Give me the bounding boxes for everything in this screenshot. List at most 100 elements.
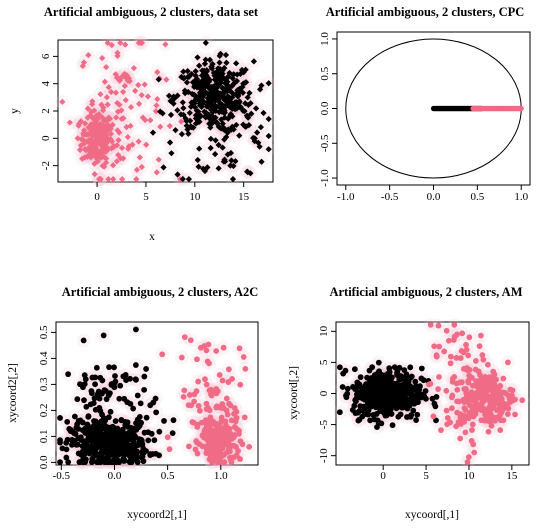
data-point: [490, 368, 497, 375]
data-point: [407, 364, 414, 371]
data-point: [105, 176, 112, 183]
data-point: [485, 415, 492, 421]
data-point: [391, 364, 398, 371]
y-tick-label: -2: [40, 161, 52, 170]
x-tick-label: 0.5: [161, 470, 175, 482]
data-point: [113, 442, 120, 449]
data-point: [472, 403, 479, 410]
data-point: [197, 344, 204, 351]
data-point: [118, 417, 125, 424]
data-point: [130, 64, 138, 72]
data-point: [232, 418, 239, 425]
data-point: [166, 122, 173, 130]
data-point: [443, 407, 450, 414]
data-point: [186, 392, 193, 398]
data-point: [430, 413, 437, 420]
data-point: [429, 395, 436, 402]
data-point: [468, 389, 475, 396]
data-point: [218, 116, 225, 123]
ticks-layer: -1.0 -0.5 0.0 0.5 1.0-1.0-0.50.00.51.0: [319, 32, 529, 203]
data-point: [343, 392, 349, 399]
data-point: [362, 389, 369, 396]
y-tick-label: 0.0: [38, 455, 50, 469]
data-point: [462, 407, 469, 413]
data-point: [99, 55, 106, 62]
data-point: [101, 163, 108, 170]
data-point: [112, 89, 120, 96]
data-point: [183, 122, 190, 129]
data-point: [84, 421, 91, 428]
data-point: [101, 78, 108, 85]
x-tick-label: 5: [423, 470, 429, 482]
data-point: [201, 428, 208, 434]
data-point: [223, 407, 230, 414]
data-point: [386, 369, 393, 376]
data-point: [193, 115, 200, 122]
y-tick-label: 2: [40, 108, 52, 114]
data-point: [219, 439, 225, 445]
data-point: [124, 419, 131, 426]
data-point: [97, 135, 104, 143]
data-point: [211, 76, 218, 83]
data-point: [465, 454, 472, 460]
data-point: [64, 418, 71, 425]
data-point: [65, 371, 72, 378]
data-point: [174, 92, 181, 99]
data-point: [202, 39, 209, 46]
data-point: [133, 376, 139, 383]
data-point: [354, 379, 361, 386]
data-point: [97, 440, 104, 446]
data-point: [369, 394, 376, 401]
data-point: [229, 176, 237, 183]
data-point: [484, 361, 491, 368]
x-tick-label: 0: [380, 470, 386, 482]
data-point: [469, 427, 475, 433]
data-point: [229, 75, 236, 82]
data-point: [153, 169, 160, 176]
data-point: [443, 387, 450, 394]
data-point: [113, 114, 120, 121]
data-point: [215, 65, 222, 72]
data-point: [83, 403, 90, 410]
data-point: [412, 378, 419, 385]
data-point: [196, 62, 203, 69]
data-point: [465, 352, 472, 359]
data-point: [510, 397, 516, 404]
data-point: [201, 88, 208, 95]
data-point: [493, 376, 500, 383]
x-tick-label: 1.0: [214, 470, 228, 482]
data-point: [147, 402, 154, 409]
data-point: [188, 99, 195, 106]
data-point: [194, 54, 201, 61]
data-point: [232, 100, 239, 107]
data-point: [350, 384, 356, 390]
data-point: [378, 373, 385, 379]
data-point: [497, 383, 504, 389]
y-tick-label: 0: [318, 390, 330, 396]
data-point: [122, 371, 129, 378]
data-point: [111, 384, 118, 391]
data-point: [131, 425, 138, 432]
data-point: [431, 400, 438, 407]
data-point: [105, 84, 112, 91]
data-point: [196, 407, 203, 414]
data-point: [449, 405, 455, 412]
data-point: [187, 337, 194, 344]
data-point: [118, 446, 125, 452]
data-point: [493, 399, 500, 406]
data-point: [231, 410, 237, 417]
data-point: [169, 430, 176, 437]
data-point: [153, 102, 160, 109]
data-point: [387, 393, 394, 399]
data-point: [74, 396, 81, 403]
data-point: [152, 450, 159, 457]
data-point: [366, 367, 373, 374]
data-point: [71, 413, 78, 420]
data-point: [137, 400, 144, 407]
plot-frame: [55, 321, 259, 466]
data-point: [157, 108, 164, 115]
data-point: [412, 386, 419, 393]
data-point: [135, 81, 142, 89]
data-point: [134, 392, 141, 399]
data-point: [436, 343, 443, 350]
